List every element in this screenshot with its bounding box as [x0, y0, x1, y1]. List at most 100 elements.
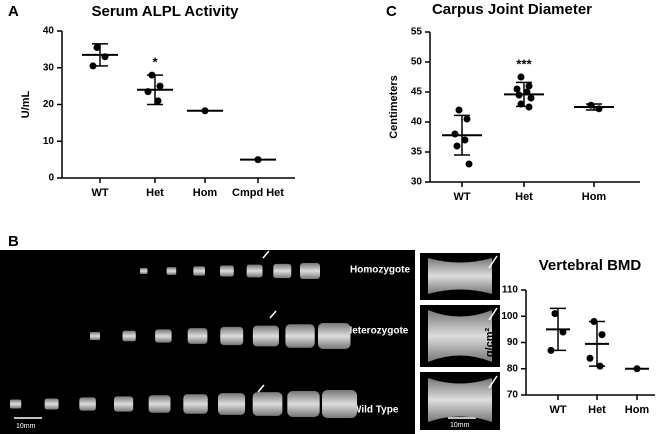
error-bar [586, 103, 602, 111]
data-point [525, 82, 533, 90]
x-tick-label: Hom [193, 187, 218, 199]
vertebra [148, 395, 171, 413]
x-tick-label: WT [91, 187, 108, 199]
arrow [262, 250, 270, 259]
data-point [598, 331, 606, 339]
chart-title: Carpus Joint Diameter [432, 1, 592, 18]
vertebra [140, 268, 148, 274]
y-tick-label: 70 [507, 390, 519, 401]
y-tick-label: 10 [43, 136, 55, 147]
vertebra [287, 391, 320, 417]
data-point [465, 160, 473, 168]
data-point [513, 85, 521, 93]
vertebra [273, 263, 292, 279]
vertebra [318, 323, 351, 349]
error-bar [516, 81, 532, 108]
significance: * [152, 55, 158, 70]
x-tick-label: Het [146, 187, 164, 199]
arrow [269, 310, 277, 319]
data-point [451, 130, 459, 138]
y-tick-label: 50 [411, 57, 423, 68]
xray-label: Wild Type [352, 405, 399, 416]
panel-label: A [8, 3, 19, 20]
data-point [461, 136, 469, 144]
vertebra [218, 393, 246, 415]
y-tick-label: 30 [411, 177, 423, 188]
y-axis-label: U/mL [20, 90, 32, 118]
vertebra [220, 265, 234, 277]
scale-label: 10mm [450, 422, 470, 429]
vertebra [114, 396, 134, 412]
vertebra [79, 397, 96, 411]
y-tick-label: 0 [48, 173, 54, 184]
vertebra [246, 264, 263, 278]
y-tick-label: 110 [502, 285, 519, 296]
arrow [488, 255, 498, 269]
vertebra [252, 325, 279, 347]
y-tick-label: 20 [43, 99, 55, 110]
x-tick-label: Cmpd Het [232, 187, 284, 199]
y-tick-label: 40 [411, 117, 423, 128]
data-point [463, 115, 471, 123]
y-tick-label: 80 [507, 363, 519, 374]
chart-title: Serum ALPL Activity [92, 3, 240, 20]
data-point [586, 354, 594, 362]
data-point [551, 310, 559, 318]
x-tick-label: Het [588, 404, 606, 416]
panel-label: C [386, 3, 397, 20]
y-tick-label: 40 [43, 26, 55, 37]
error-bar [589, 320, 605, 367]
arrow [488, 375, 498, 389]
x-tick-label: WT [453, 191, 470, 203]
y-tick-label: 45 [411, 87, 423, 98]
vertebra [10, 399, 22, 409]
inset-bone [428, 258, 492, 294]
data-point [517, 73, 525, 81]
y-axis-label: Centimeters [388, 75, 400, 139]
vertebra [285, 324, 315, 348]
error-bar [147, 74, 163, 106]
arrow [488, 307, 498, 321]
vertebra [187, 328, 208, 344]
arrow [257, 384, 265, 393]
xray-label: Heterozygote [345, 326, 409, 337]
vertebra [166, 267, 177, 275]
vertebra [300, 263, 320, 279]
xray-label: Homozygote [350, 265, 410, 276]
vertebra [183, 394, 208, 414]
y-tick-label: 30 [43, 62, 55, 73]
data-point [156, 82, 164, 90]
y-tick-label: 55 [411, 27, 423, 38]
vertebra [252, 392, 283, 416]
inset-bone [428, 310, 492, 362]
xray-panel: Homozygote Heterozygote Wild Type 10mm 1… [0, 250, 500, 434]
vertebra [122, 330, 136, 342]
inset-bone [428, 378, 492, 422]
panel-label: B [8, 233, 19, 250]
data-point [455, 106, 463, 114]
error-bar [454, 114, 470, 156]
y-tick-label: 100 [501, 311, 518, 322]
error-bar [92, 43, 108, 67]
x-tick-label: Hom [582, 191, 607, 203]
data-point [154, 97, 162, 105]
vertebra [155, 329, 172, 343]
scale-label: 10mm [16, 423, 36, 430]
data-point [527, 94, 535, 102]
x-tick-label: Hom [625, 404, 650, 416]
vertebra [193, 266, 205, 276]
vertebra [322, 390, 357, 418]
vertebra [44, 398, 59, 410]
data-point [453, 142, 461, 150]
data-point [93, 44, 101, 52]
chart-title: Vertebral BMD [539, 257, 642, 274]
y-tick-label: 90 [507, 337, 519, 348]
vertebra [220, 326, 244, 346]
y-tick-label: 35 [411, 147, 423, 158]
error-bar [550, 307, 566, 352]
vertebra [90, 332, 100, 340]
x-tick-label: Het [515, 191, 533, 203]
x-tick-label: WT [549, 404, 566, 416]
significance: *** [516, 56, 532, 71]
